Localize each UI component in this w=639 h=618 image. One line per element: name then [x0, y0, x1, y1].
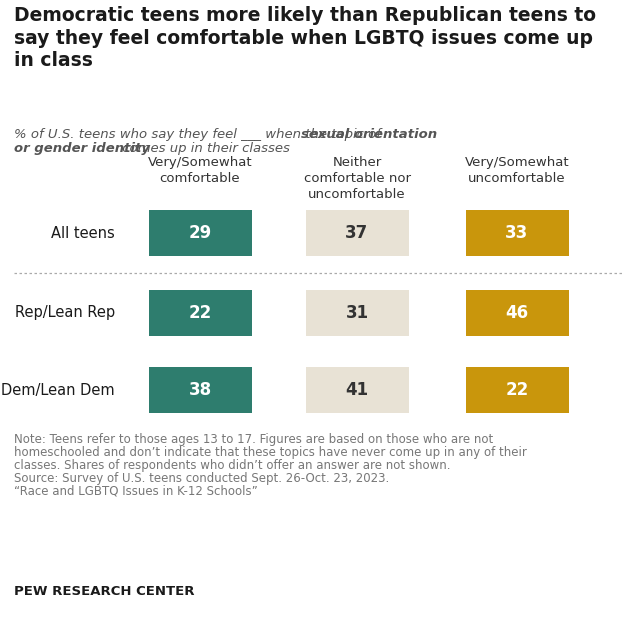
Text: Source: Survey of U.S. teens conducted Sept. 26-Oct. 23, 2023.: Source: Survey of U.S. teens conducted S… [14, 472, 389, 485]
Text: 29: 29 [189, 224, 212, 242]
Text: % of U.S. teens who say they feel ___ when the topic of: % of U.S. teens who say they feel ___ wh… [14, 128, 385, 141]
FancyBboxPatch shape [148, 290, 252, 336]
Text: 31: 31 [346, 304, 369, 322]
FancyBboxPatch shape [148, 210, 252, 256]
Text: Dem/Lean Dem: Dem/Lean Dem [1, 383, 115, 397]
Text: Very/Somewhat
uncomfortable: Very/Somewhat uncomfortable [465, 156, 569, 185]
FancyBboxPatch shape [465, 367, 569, 413]
Text: Neither
comfortable nor
uncomfortable: Neither comfortable nor uncomfortable [304, 156, 410, 201]
FancyBboxPatch shape [305, 367, 408, 413]
Text: comes up in their classes: comes up in their classes [118, 142, 290, 155]
Text: All teens: All teens [51, 226, 115, 240]
Text: sexual orientation: sexual orientation [301, 128, 437, 141]
Text: homeschooled and don’t indicate that these topics have never come up in any of t: homeschooled and don’t indicate that the… [14, 446, 527, 459]
FancyBboxPatch shape [305, 210, 408, 256]
Text: 38: 38 [189, 381, 212, 399]
Text: classes. Shares of respondents who didn’t offer an answer are not shown.: classes. Shares of respondents who didn’… [14, 459, 450, 472]
Text: “Race and LGBTQ Issues in K-12 Schools”: “Race and LGBTQ Issues in K-12 Schools” [14, 485, 258, 498]
Text: 46: 46 [505, 304, 528, 322]
Text: Note: Teens refer to those ages 13 to 17. Figures are based on those who are not: Note: Teens refer to those ages 13 to 17… [14, 433, 493, 446]
Text: 22: 22 [505, 381, 528, 399]
Text: 33: 33 [505, 224, 528, 242]
Text: Rep/Lean Rep: Rep/Lean Rep [15, 305, 115, 321]
Text: PEW RESEARCH CENTER: PEW RESEARCH CENTER [14, 585, 194, 598]
FancyBboxPatch shape [305, 290, 408, 336]
Text: 22: 22 [189, 304, 212, 322]
FancyBboxPatch shape [148, 367, 252, 413]
FancyBboxPatch shape [465, 290, 569, 336]
Text: 37: 37 [345, 224, 369, 242]
Text: or gender identity: or gender identity [14, 142, 150, 155]
FancyBboxPatch shape [465, 210, 569, 256]
Text: Very/Somewhat
comfortable: Very/Somewhat comfortable [148, 156, 252, 185]
Text: Democratic teens more likely than Republican teens to
say they feel comfortable : Democratic teens more likely than Republ… [14, 6, 596, 70]
Text: 41: 41 [346, 381, 369, 399]
